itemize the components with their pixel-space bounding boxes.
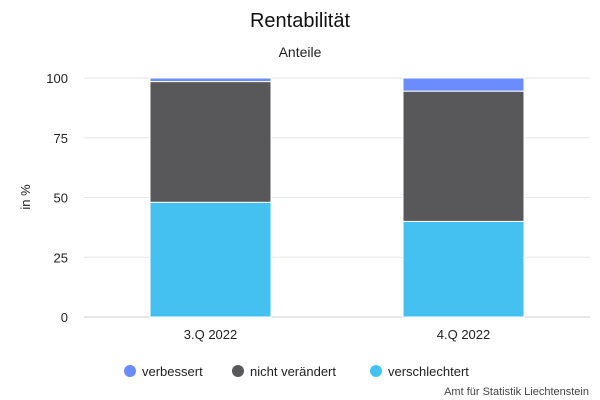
legend-item-label[interactable]: verbessert [142, 364, 203, 379]
y-axis-label: in % [18, 184, 33, 210]
x-tick-label: 4.Q 2022 [437, 327, 491, 342]
bar-segment-1-3[interactable] [149, 201, 272, 318]
bar-segment-2-2[interactable] [402, 90, 525, 222]
bar-segment-1-1[interactable] [149, 77, 272, 83]
bar-segment-1-2[interactable] [149, 81, 272, 203]
y-tick-label: 100 [46, 71, 68, 86]
legend-marker[interactable] [124, 365, 136, 377]
bars [149, 77, 525, 318]
legend-item-label[interactable]: nicht verändert [250, 364, 336, 379]
y-tick-label: 0 [61, 310, 68, 325]
bar-segment-2-3[interactable] [402, 220, 525, 318]
y-tick-label: 25 [54, 250, 68, 265]
chart-title: Rentabilität [250, 10, 351, 32]
legend-item-label[interactable]: verschlechtert [388, 364, 469, 379]
x-tick-label: 3.Q 2022 [184, 327, 238, 342]
source-credit: Amt für Statistik Liechtenstein [444, 386, 589, 398]
legend-marker[interactable] [370, 365, 382, 377]
chart-subtitle: Anteile [279, 44, 322, 60]
y-tick-label: 75 [54, 131, 68, 146]
legend[interactable]: verbessert nicht verändert verschlechtert [124, 364, 469, 379]
y-tick-label: 50 [54, 191, 68, 206]
tick-labels: 0 25 50 75 100 3.Q 2022 4.Q 2022 [46, 71, 490, 342]
bar-segment-2-1[interactable] [402, 77, 525, 92]
legend-marker[interactable] [232, 365, 244, 377]
